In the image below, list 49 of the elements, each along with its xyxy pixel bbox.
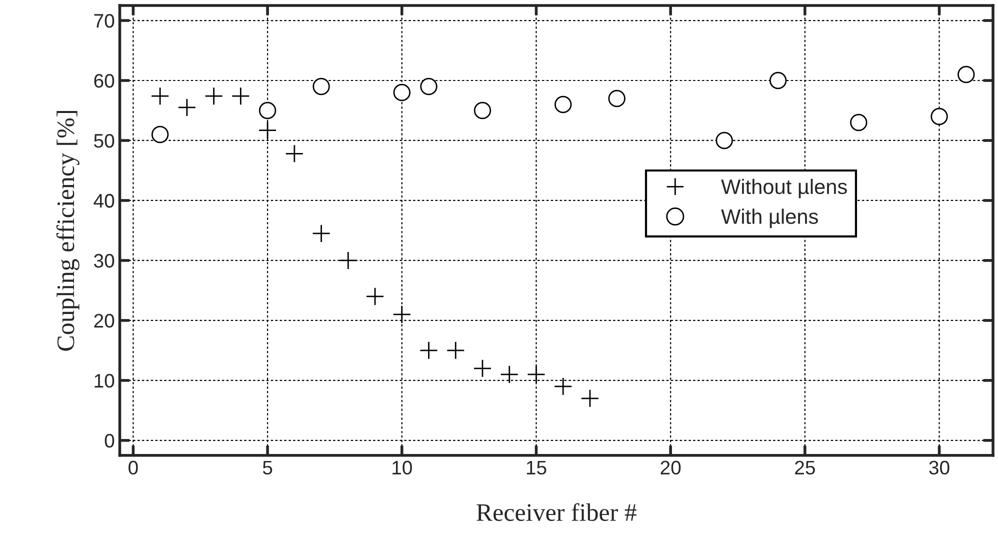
y-tick-label: 0 xyxy=(104,434,114,448)
x-tick-label: 20 xyxy=(660,460,681,475)
point xyxy=(258,102,276,120)
point xyxy=(958,66,975,84)
point xyxy=(608,90,626,108)
point xyxy=(850,114,868,132)
x-tick-label: 30 xyxy=(929,460,950,475)
x-axis-title: Receiver fiber # xyxy=(476,503,636,521)
y-tick-label: 50 xyxy=(94,134,114,148)
point xyxy=(527,365,546,384)
point xyxy=(500,365,519,384)
point xyxy=(366,287,384,306)
point xyxy=(473,359,492,378)
point xyxy=(769,72,787,90)
y-tick-label: 40 xyxy=(94,194,114,208)
point xyxy=(393,84,410,102)
y-tick-label: 20 xyxy=(94,314,114,328)
x-tick-label: 0 xyxy=(128,460,138,475)
point xyxy=(554,96,572,114)
point xyxy=(554,377,572,396)
y-tick-label: 10 xyxy=(94,374,114,388)
point xyxy=(231,86,250,106)
x-tick-label: 15 xyxy=(526,460,546,475)
point xyxy=(474,102,492,120)
point xyxy=(204,86,224,106)
x-tick-label: 10 xyxy=(392,460,412,475)
point xyxy=(392,305,412,324)
x-tick-label: 5 xyxy=(262,460,272,475)
y-axis-title: Coupling efficiency [%] xyxy=(56,111,80,351)
point xyxy=(716,132,733,150)
y-tick-label: 60 xyxy=(94,74,114,88)
y-tick-label: 70 xyxy=(94,14,114,28)
point xyxy=(420,341,438,360)
point xyxy=(930,108,948,126)
point xyxy=(258,121,277,140)
y-tick-label: 30 xyxy=(94,254,114,268)
point xyxy=(178,98,196,117)
point xyxy=(446,341,465,360)
point xyxy=(151,126,169,144)
point xyxy=(150,86,170,106)
point xyxy=(312,224,330,243)
legend-label: Without µlens xyxy=(721,178,847,198)
point xyxy=(312,78,330,96)
point xyxy=(285,144,304,163)
point xyxy=(420,78,438,96)
point xyxy=(580,389,600,408)
point xyxy=(338,251,358,270)
x-tick-label: 25 xyxy=(795,460,815,475)
legend-label: With µlens xyxy=(721,208,818,228)
